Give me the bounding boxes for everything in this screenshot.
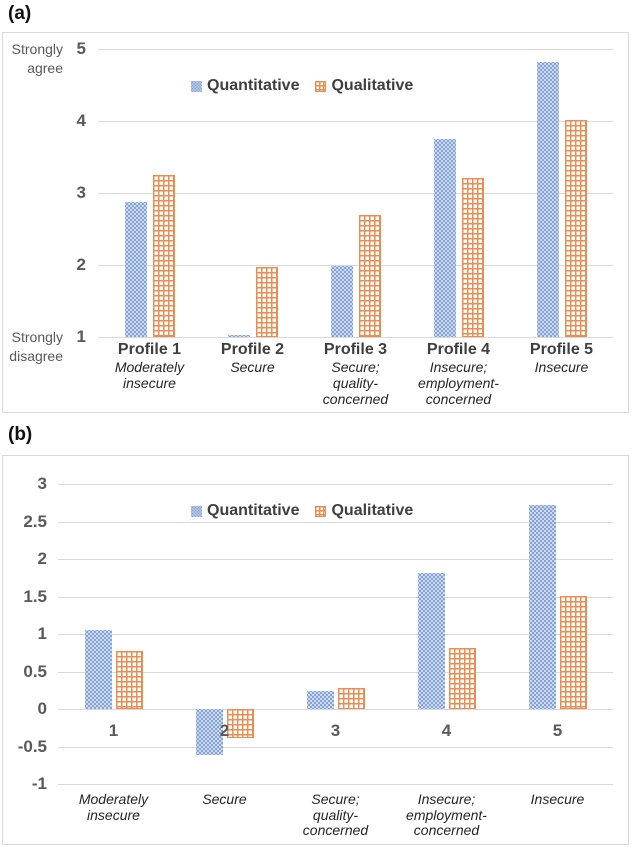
x-label-title-cat5: Profile 5	[529, 341, 594, 358]
x-number-cat3: 3	[330, 721, 341, 740]
gridline-y-3	[58, 484, 613, 485]
x-number-cat4: 4	[441, 721, 452, 740]
legend-swatch-quantitative-blue-dots-icon	[191, 80, 202, 92]
legend-item-quantitative: Quantitative	[191, 502, 299, 520]
x-label-cat5: Profile 5 Insecure	[504, 341, 620, 375]
y-tick-label-1.5: 1.5	[23, 586, 47, 606]
x-label-title-cat3: Profile 3	[323, 341, 388, 358]
gridline-y-0	[58, 709, 613, 710]
legend-item-quantitative: Quantitative	[191, 77, 299, 95]
chart-b: -1 -0.5 0 0.5 1 1.5 2 2.5 3 Quantitative Qualitati…	[2, 455, 629, 845]
gridline-y--0.5	[58, 746, 613, 748]
legend-label-qualitative: Qualitative	[331, 502, 414, 519]
bar-quantitative-cat1	[124, 201, 147, 337]
bar-qualitative-cat1	[115, 651, 143, 709]
bar-qualitative-cat3	[358, 214, 381, 337]
bar-qualitative-cat4	[448, 647, 476, 709]
legend-swatch-qualitative-orange-grid-icon	[315, 505, 327, 517]
legend-item-qualitative: Qualitative	[315, 502, 413, 520]
y-tick-label-2: 2	[37, 549, 47, 568]
bar-qualitative-cat4	[461, 177, 484, 337]
bar-quantitative-cat5	[528, 505, 556, 709]
bar-quantitative-cat3	[330, 266, 353, 337]
chart-a: 1 2 3 4 5 Strongly agree Strongly disagree Quan…	[2, 32, 629, 413]
x-label-cat2: Profile 2 Secure	[195, 341, 311, 375]
bar-quantitative-cat1	[84, 630, 112, 709]
bar-qualitative-cat5	[559, 595, 587, 709]
x-label-title-cat4: Profile 4	[426, 341, 491, 358]
x-sublabel-cat4: Insecure; employment- concerned	[406, 791, 487, 838]
gridline-y-1	[98, 337, 613, 338]
gridline-y-1	[58, 634, 613, 635]
legend-label-qualitative: Qualitative	[331, 77, 414, 94]
bar-quantitative-cat5	[536, 61, 559, 337]
x-label-sublabel-cat4: Insecure; employment- concerned	[418, 359, 499, 407]
x-sublabel-cat3: Secure; quality- concerned	[302, 791, 369, 838]
panel-b-label: (b)	[8, 424, 33, 445]
bar-quantitative-cat4	[417, 572, 445, 709]
y-tick-label-2: 2	[76, 255, 86, 274]
y-tick-label-4: 4	[76, 111, 86, 130]
bar-quantitative-cat4	[433, 139, 456, 337]
bar-qualitative-cat2	[255, 267, 278, 337]
gridline-y-1.5	[58, 596, 613, 598]
x-label-cat1: Profile 1 Moderately insecure	[92, 341, 208, 391]
bar-qualitative-cat2	[226, 709, 254, 739]
x-number-cat5: 5	[552, 721, 563, 740]
x-sublabel-cat2: Secure	[202, 791, 247, 807]
bar-quantitative-cat2	[227, 334, 250, 337]
y-tick-label--0.5: -0.5	[17, 736, 47, 756]
x-label-sublabel-cat3: Secure; quality- concerned	[322, 359, 389, 407]
gridline-y-2	[98, 265, 613, 266]
panel-a-label: (a)	[8, 3, 32, 24]
y-tick-label-3: 3	[76, 183, 86, 202]
bar-qualitative-cat3	[337, 688, 365, 709]
gridline-y-0.5	[58, 671, 613, 673]
bar-quantitative-cat2	[195, 709, 223, 755]
y-axis-annotation-5: Strongly agree	[11, 41, 63, 76]
y-tick-label-3: 3	[37, 474, 47, 493]
legend-swatch-quantitative-blue-dots-icon	[191, 505, 202, 517]
y-axis-annotation-1: Strongly disagree	[9, 329, 63, 364]
y-tick-label--1: -1	[31, 774, 47, 793]
x-label-sublabel-cat1: Moderately insecure	[114, 359, 185, 391]
bar-quantitative-cat3	[306, 691, 334, 709]
y-tick-label-1: 1	[76, 327, 86, 346]
y-tick-label-1: 1	[37, 624, 47, 643]
legend-item-qualitative: Qualitative	[315, 77, 413, 95]
legend: Quantitative Qualitative	[191, 502, 413, 520]
gridline-y-4	[98, 121, 613, 122]
gridline-y-2.5	[58, 521, 613, 523]
legend: Quantitative Qualitative	[191, 77, 413, 95]
y-tick-label-0.5: 0.5	[23, 661, 47, 681]
legend-label-quantitative: Quantitative	[207, 77, 300, 94]
x-label-cat3: Profile 3 Secure; quality- concerned	[298, 341, 414, 407]
legend-swatch-qualitative-orange-grid-icon	[315, 80, 327, 92]
x-label-sublabel-cat2: Secure	[230, 359, 275, 375]
y-tick-label-2.5: 2.5	[23, 511, 47, 531]
x-sublabel-cat5: Insecure	[530, 791, 585, 807]
gridline-y-3	[98, 193, 613, 194]
x-label-sublabel-cat5: Insecure	[534, 359, 589, 375]
x-number-cat2: 2	[219, 721, 230, 740]
legend-label-quantitative: Quantitative	[207, 502, 300, 519]
y-tick-label-5: 5	[76, 39, 86, 58]
x-label-title-cat1: Profile 1	[117, 341, 182, 358]
x-label-cat4: Profile 4 Insecure; employment- concerned	[401, 341, 517, 407]
gridline-y-2	[58, 559, 613, 560]
x-sublabel-cat1: Moderately insecure	[78, 791, 149, 823]
gridline-y--1	[58, 784, 613, 785]
bar-qualitative-cat1	[152, 175, 175, 337]
y-tick-label-0: 0	[37, 699, 47, 718]
x-label-title-cat2: Profile 2	[220, 341, 285, 358]
gridline-y-5	[98, 49, 613, 50]
x-number-cat1: 1	[108, 721, 119, 740]
bar-qualitative-cat5	[564, 119, 587, 337]
